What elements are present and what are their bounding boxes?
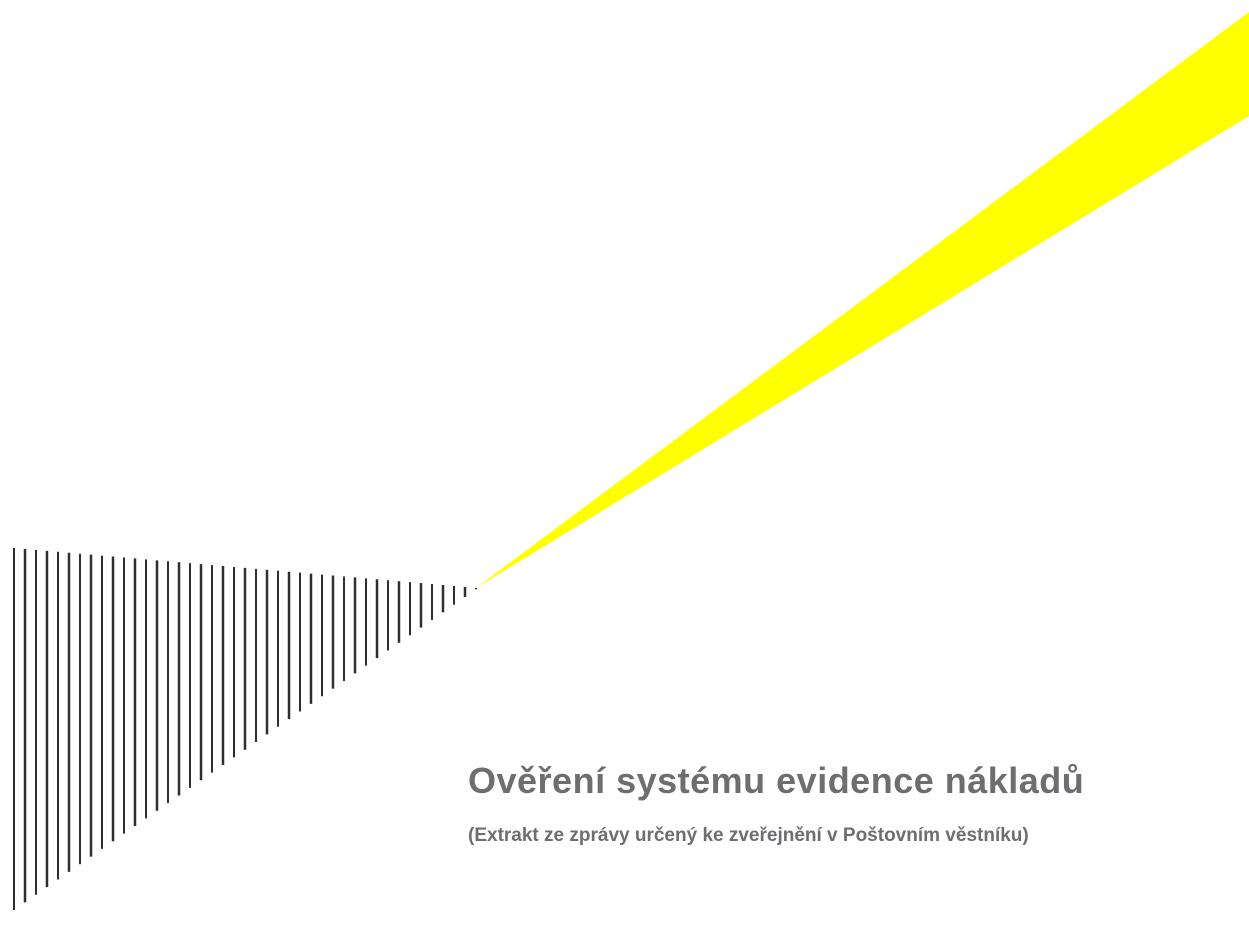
yellow-beam <box>476 12 1249 588</box>
document-title: Ověření systému evidence nákladů <box>468 760 1084 802</box>
page: {"title": "Ověření systému evidence nákl… <box>0 0 1249 929</box>
stripes <box>14 548 476 910</box>
document-subtitle: (Extrakt ze zprávy určený ke zveřejnění … <box>468 818 1078 853</box>
